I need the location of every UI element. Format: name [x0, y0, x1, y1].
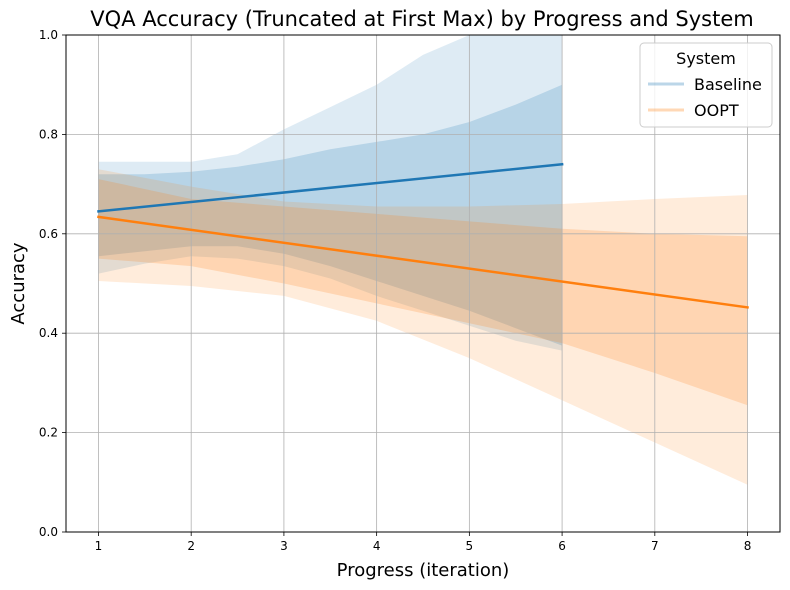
oopt-outer-band: [98, 169, 748, 485]
baseline-inner-band: [98, 84, 563, 346]
oopt-inner-band: [98, 179, 748, 406]
chart-title: VQA Accuracy (Truncated at First Max) by…: [90, 7, 753, 31]
oopt-legend-label: OOPT: [694, 101, 739, 120]
x-tick-label: 3: [280, 539, 288, 553]
y-tick-label: 0.2: [39, 426, 58, 440]
x-tick-label: 7: [651, 539, 659, 553]
legend-title: System: [676, 49, 736, 68]
y-tick-label: 0.8: [39, 127, 58, 141]
x-tick-label: 2: [187, 539, 195, 553]
baseline-series-line: [97, 162, 564, 213]
x-axis-label: Progress (iteration): [337, 560, 510, 581]
y-tick-label: 0.6: [39, 227, 58, 241]
baseline-legend-label: Baseline: [694, 75, 762, 94]
x-tick-label: 1: [95, 539, 103, 553]
y-ticks: 0.0 0.2 0.4 0.6 0.8 1.0: [39, 28, 66, 539]
x-tick-label: 8: [744, 539, 752, 553]
legend: System Baseline OOPT: [639, 42, 773, 128]
x-ticks: 1 2 3 4 5 6 7 8: [95, 532, 752, 553]
legend-box: [639, 42, 773, 128]
plot-frame: [65, 34, 781, 533]
x-tick-label: 6: [558, 539, 566, 553]
y-tick-label: 0.4: [39, 326, 58, 340]
y-axis-label: Accuracy: [8, 242, 29, 325]
oopt-series-line: [97, 215, 749, 309]
x-tick-label: 4: [373, 539, 381, 553]
y-tick-label: 1.0: [39, 28, 58, 42]
confidence-bands: [98, 35, 748, 485]
series-lines: [97, 162, 749, 309]
x-tick-label: 5: [466, 539, 474, 553]
y-tick-label: 0.0: [39, 525, 58, 539]
baseline-outer-band: [98, 35, 563, 351]
